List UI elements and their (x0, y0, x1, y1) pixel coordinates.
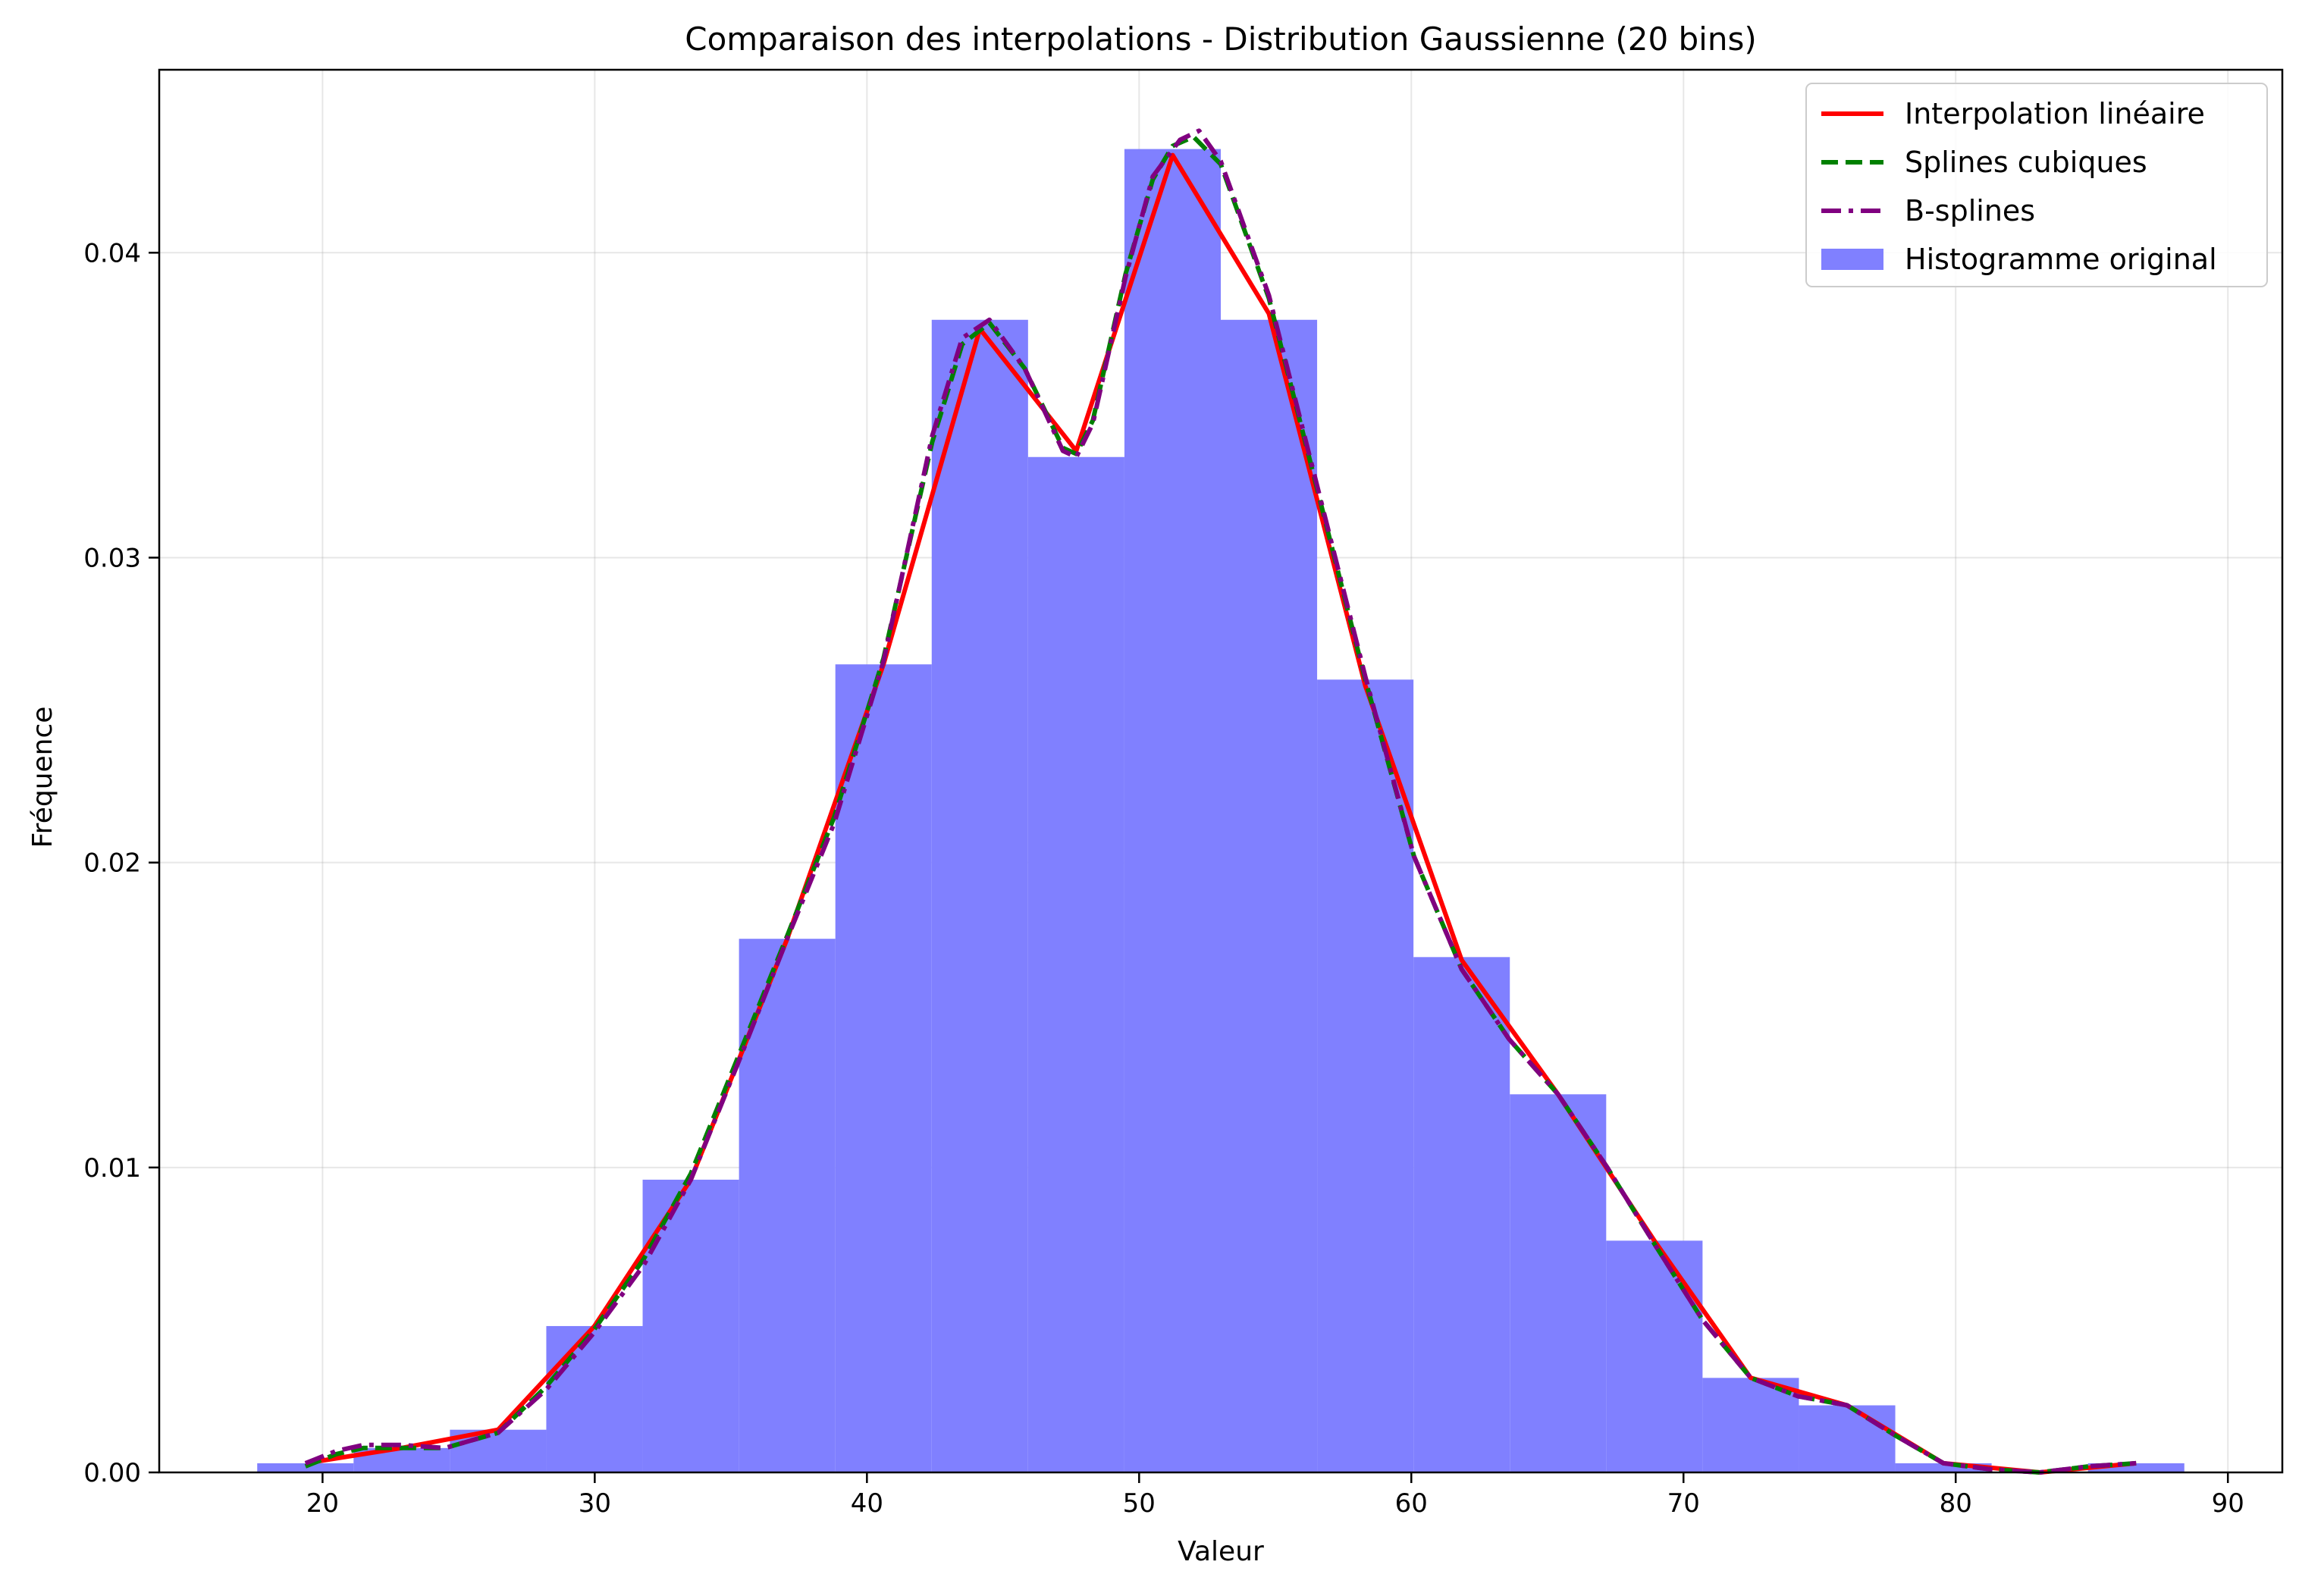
x-tick-label: 50 (1123, 1488, 1156, 1519)
x-axis-label: Valeur (1178, 1536, 1264, 1567)
histogram-bar (257, 1463, 354, 1472)
interpolation-lines (304, 128, 2137, 1475)
legend-swatch-histogramme-original (1821, 249, 1883, 270)
histogram-bar (1124, 149, 1221, 1473)
histogram-bar (1027, 456, 1124, 1472)
legend-label-b-splines: B-splines (1905, 194, 2035, 227)
legend: Interpolation linéaire Splines cubiques B-… (1805, 83, 2268, 287)
histogram-bar (642, 1179, 739, 1472)
y-tick-label: 0.01 (83, 1153, 141, 1184)
histogram-bar (1510, 1094, 1607, 1472)
y-tick-label: 0.03 (83, 543, 141, 573)
x-tick-label: 40 (851, 1488, 883, 1519)
y-tick-label: 0.02 (83, 848, 141, 879)
plot-frame (158, 68, 2284, 1474)
chart-title: Comparaison des interpolations - Distrib… (685, 20, 1756, 58)
histogram-bar (1221, 319, 1318, 1473)
legend-label-splines-cubiques: Splines cubiques (1905, 146, 2147, 179)
legend-box (1805, 83, 2268, 287)
histogram-bar (931, 319, 1028, 1473)
histogram-bar (1702, 1378, 1799, 1472)
histogram-bar (1799, 1405, 1896, 1472)
histogram-bar (1606, 1240, 1703, 1472)
axis-ticks: 20 30 40 50 60 70 80 90 0.00 0.01 0.02 0.03 0.04 (83, 238, 2244, 1519)
y-tick-label: 0.00 (83, 1458, 141, 1488)
legend-label-interpolation-lineaire: Interpolation linéaire (1905, 97, 2205, 130)
histogram-bar (1317, 679, 1414, 1472)
y-axis-label: Fréquence (27, 707, 58, 848)
series-line-b-splines (304, 128, 2137, 1475)
histogram-bars (257, 149, 2185, 1473)
x-tick-label: 70 (1667, 1488, 1700, 1519)
x-tick-label: 80 (1940, 1488, 1972, 1519)
x-tick-label: 30 (579, 1488, 611, 1519)
histogram-bar (1413, 957, 1510, 1472)
y-tick-label: 0.04 (83, 238, 141, 268)
histogram-bar (546, 1325, 643, 1472)
x-tick-label: 60 (1395, 1488, 1428, 1519)
legend-label-histogramme-original: Histogramme original (1905, 243, 2217, 276)
histogram-bar (835, 664, 932, 1472)
x-tick-label: 20 (306, 1488, 339, 1519)
histogram-bar (739, 939, 836, 1472)
x-tick-label: 90 (2212, 1488, 2244, 1519)
